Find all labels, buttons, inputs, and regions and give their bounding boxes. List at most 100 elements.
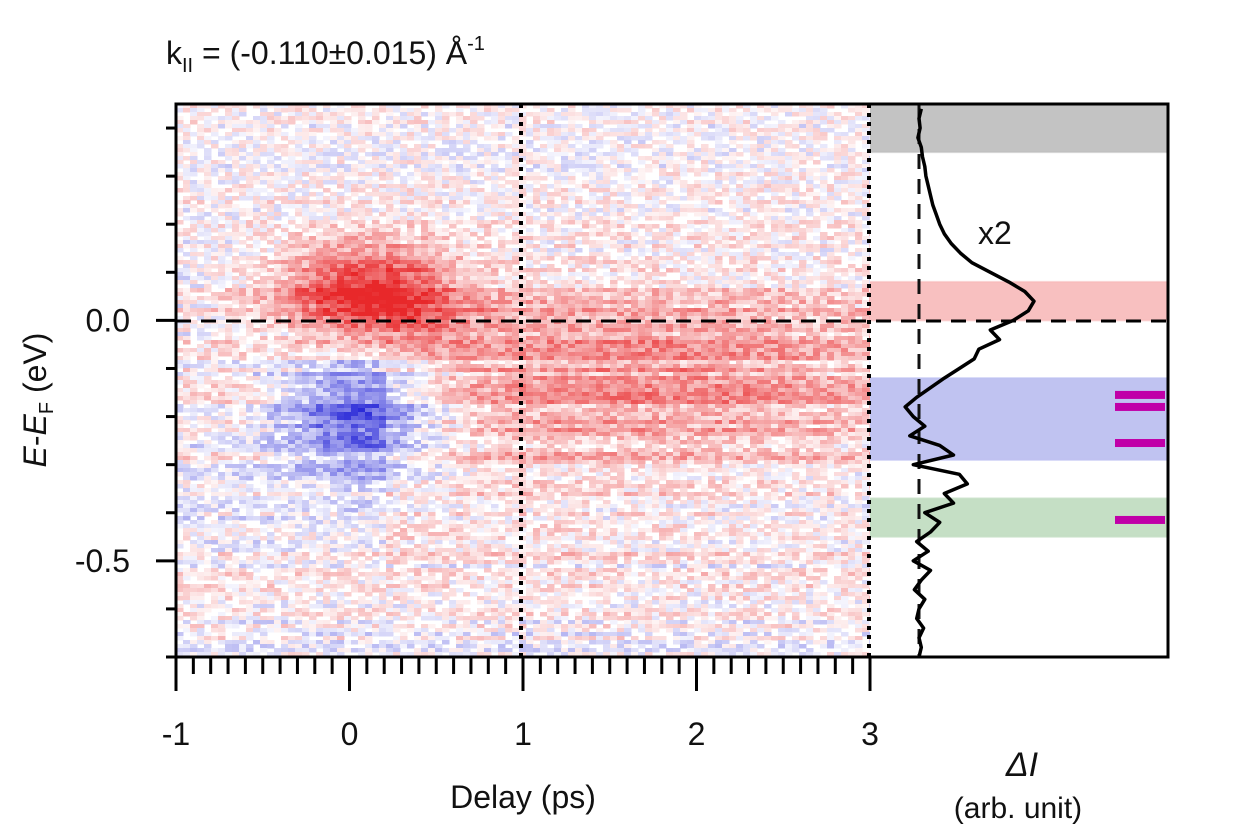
- heatmap-cell: [596, 252, 604, 257]
- heatmap-cell: [526, 260, 534, 265]
- heatmap-cell: [701, 192, 709, 197]
- heatmap-cell: [204, 308, 212, 313]
- heatmap-cell: [372, 260, 380, 265]
- heatmap-cell: [295, 300, 303, 305]
- heatmap-cell: [253, 264, 261, 269]
- heatmap-cell: [596, 244, 604, 249]
- heatmap-cell: [687, 260, 695, 265]
- heatmap-cell: [638, 260, 646, 265]
- heatmap-cell: [582, 108, 590, 113]
- heatmap-cell: [323, 160, 331, 165]
- heatmap-cell: [386, 204, 394, 209]
- heatmap-cell: [715, 152, 723, 157]
- heatmap-cell: [715, 212, 723, 217]
- heatmap-cell: [526, 264, 534, 269]
- heatmap-cell: [701, 180, 709, 185]
- heatmap-cell: [330, 232, 338, 237]
- heatmap-cell: [687, 276, 695, 281]
- heatmap-cell: [708, 328, 716, 333]
- heatmap-cell: [211, 204, 219, 209]
- heatmap-cell: [386, 152, 394, 157]
- heatmap-cell: [610, 200, 618, 205]
- heatmap-cell: [631, 192, 639, 197]
- heatmap-cell: [673, 280, 681, 285]
- heatmap-cell: [288, 240, 296, 245]
- heatmap-cell: [841, 300, 849, 305]
- heatmap-cell: [225, 224, 233, 229]
- heatmap-cell: [421, 224, 429, 229]
- heatmap-cell: [463, 196, 471, 201]
- heatmap-cell: [750, 184, 758, 189]
- heatmap-cell: [785, 204, 793, 209]
- heatmap-cell: [778, 296, 786, 301]
- heatmap-cell: [204, 188, 212, 193]
- heatmap-cell: [813, 224, 821, 229]
- heatmap-cell: [358, 204, 366, 209]
- heatmap-cell: [757, 104, 765, 109]
- heatmap-cell: [288, 248, 296, 253]
- heatmap-cell: [442, 236, 450, 241]
- heatmap-cell: [652, 188, 660, 193]
- heatmap-cell: [799, 272, 807, 277]
- heatmap-cell: [295, 112, 303, 117]
- heatmap-cell: [414, 324, 422, 329]
- heatmap-cell: [813, 336, 821, 341]
- heatmap-cell: [463, 276, 471, 281]
- heatmap-cell: [176, 288, 184, 293]
- heatmap-cell: [554, 228, 562, 233]
- heatmap-cell: [582, 220, 590, 225]
- heatmap-cell: [827, 192, 835, 197]
- heatmap-cell: [673, 268, 681, 273]
- heatmap-cell: [323, 136, 331, 141]
- heatmap-cell: [680, 288, 688, 293]
- heatmap-cell: [561, 324, 569, 329]
- heatmap-cell: [246, 292, 254, 297]
- heatmap-cell: [470, 116, 478, 121]
- heatmap-cell: [582, 264, 590, 269]
- heatmap-cell: [428, 176, 436, 181]
- heatmap-cell: [281, 244, 289, 249]
- heatmap-cell: [337, 296, 345, 301]
- heatmap-cell: [309, 252, 317, 257]
- heatmap-cell: [575, 264, 583, 269]
- heatmap-cell: [351, 108, 359, 113]
- heatmap-cell: [792, 236, 800, 241]
- heatmap-cell: [288, 164, 296, 169]
- heatmap-cell: [673, 108, 681, 113]
- heatmap-cell: [449, 300, 457, 305]
- heatmap-cell: [449, 220, 457, 225]
- heatmap-cell: [757, 148, 765, 153]
- heatmap-cell: [414, 248, 422, 253]
- heatmap-cell: [414, 220, 422, 225]
- heatmap-cell: [701, 184, 709, 189]
- heatmap-cell: [253, 176, 261, 181]
- heatmap-cell: [505, 144, 513, 149]
- heatmap-cell: [421, 252, 429, 257]
- heatmap-cell: [596, 276, 604, 281]
- heatmap-cell: [764, 108, 772, 113]
- heatmap-cell: [533, 136, 541, 141]
- heatmap-cell: [736, 188, 744, 193]
- heatmap-cell: [379, 148, 387, 153]
- heatmap-cell: [862, 152, 870, 157]
- heatmap-cell: [435, 244, 443, 249]
- heatmap-cell: [225, 316, 233, 321]
- heatmap-cell: [666, 300, 674, 305]
- heatmap-cell: [407, 280, 415, 285]
- heatmap-cell: [288, 244, 296, 249]
- heatmap-cell: [449, 224, 457, 229]
- heatmap-cell: [743, 272, 751, 277]
- heatmap-cell: [820, 280, 828, 285]
- heatmap-cell: [470, 336, 478, 341]
- heatmap-cell: [400, 284, 408, 289]
- heatmap-cell: [764, 236, 772, 241]
- heatmap-cell: [183, 300, 191, 305]
- heatmap-cell: [351, 104, 359, 109]
- heatmap-cell: [267, 212, 275, 217]
- heatmap-cell: [806, 248, 814, 253]
- heatmap-cell: [505, 272, 513, 277]
- heatmap-cell: [302, 288, 310, 293]
- heatmap-cell: [764, 268, 772, 273]
- heatmap-cell: [379, 300, 387, 305]
- heatmap-cell: [848, 180, 856, 185]
